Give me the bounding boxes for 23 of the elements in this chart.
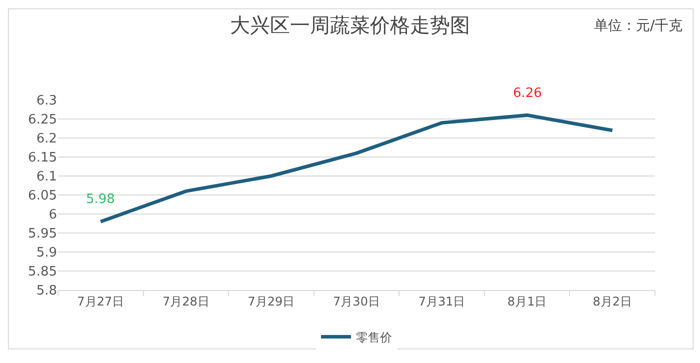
x-tick-label: 8月2日 [592, 294, 632, 308]
x-tick-label: 7月27日 [77, 294, 124, 308]
y-tick-label: 5.9 [36, 246, 57, 261]
y-tick-label: 6.2 [36, 132, 57, 147]
y-tick-label: 5.8 [36, 284, 57, 299]
y-tick-label: 6.1 [36, 170, 57, 185]
data-label: 6.26 [513, 86, 542, 101]
x-tick-label: 8月1日 [507, 294, 547, 308]
legend-label: 零售价 [356, 330, 392, 344]
x-tick-label: 7月31日 [418, 294, 466, 308]
y-tick-label: 6 [48, 208, 57, 223]
y-tick-label: 6.25 [28, 112, 57, 128]
y-tick-label: 6.3 [36, 94, 57, 109]
y-tick-label: 6.05 [28, 188, 57, 204]
x-tick-label: 7月28日 [162, 294, 210, 308]
y-tick-label: 5.85 [28, 264, 57, 280]
chart-subtitle: 单位：元/千克 [594, 18, 683, 34]
y-tick-label: 6.15 [28, 150, 57, 166]
chart-title: 大兴区一周蔬菜价格走势图 [230, 13, 470, 38]
y-tick-label: 5.95 [28, 226, 57, 242]
x-tick-label: 7月30日 [333, 294, 380, 308]
x-tick-label: 7月29日 [248, 294, 295, 308]
data-label: 5.98 [86, 192, 115, 207]
